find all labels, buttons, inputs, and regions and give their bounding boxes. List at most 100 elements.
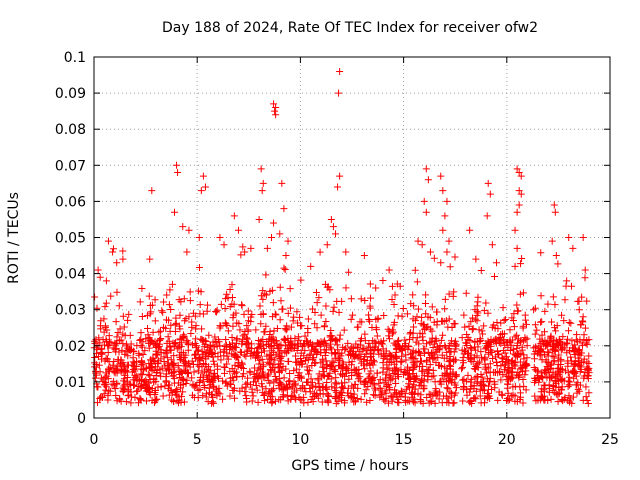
data-point: [127, 340, 135, 348]
data-point: [394, 395, 402, 403]
data-point: [565, 327, 573, 335]
data-point: [119, 312, 127, 320]
data-point: [137, 396, 145, 404]
data-point: [151, 399, 159, 407]
data-point: [469, 325, 477, 333]
data-point: [297, 372, 305, 380]
data-point: [405, 380, 413, 388]
data-point: [258, 355, 266, 363]
data-point: [229, 344, 237, 352]
data-point: [206, 341, 214, 349]
data-point: [406, 375, 414, 383]
data-point: [414, 389, 422, 397]
data-point: [549, 293, 557, 301]
data-point: [176, 311, 184, 319]
data-point: [433, 308, 441, 316]
data-point: [91, 337, 99, 345]
data-point: [231, 369, 239, 377]
data-point: [312, 289, 320, 297]
data-point: [379, 359, 387, 367]
data-point: [267, 388, 275, 396]
data-point: [119, 388, 127, 396]
data-point: [467, 397, 475, 405]
data-point: [465, 349, 473, 357]
data-point: [559, 397, 567, 405]
data-point: [160, 298, 168, 306]
data-point: [97, 374, 105, 382]
data-point: [362, 386, 370, 394]
data-point: [131, 374, 139, 382]
data-point: [232, 309, 240, 317]
data-point: [347, 295, 355, 303]
data-point: [584, 400, 592, 408]
data-point: [180, 295, 188, 303]
data-point: [550, 383, 558, 391]
data-point: [583, 297, 591, 305]
data-point: [159, 323, 167, 331]
data-point: [146, 336, 154, 344]
data-point: [137, 329, 145, 337]
data-point: [230, 386, 238, 394]
data-point: [338, 349, 346, 357]
data-point: [268, 354, 276, 362]
data-point: [280, 264, 288, 272]
data-point: [322, 384, 330, 392]
data-point: [291, 334, 299, 342]
data-point: [422, 299, 430, 307]
data-point: [359, 346, 367, 354]
data-point: [297, 385, 305, 393]
data-point: [213, 385, 221, 393]
data-point: [205, 389, 213, 397]
data-point: [439, 331, 447, 339]
data-point: [143, 397, 150, 405]
data-point: [205, 349, 213, 357]
data-point: [491, 384, 499, 392]
data-point: [257, 165, 265, 173]
data-point: [281, 336, 289, 344]
data-point: [471, 394, 479, 402]
data-point: [443, 348, 451, 356]
data-point: [132, 363, 140, 371]
data-point: [422, 358, 430, 366]
data-point: [136, 383, 144, 391]
data-point: [537, 392, 545, 400]
data-point: [273, 340, 281, 348]
data-point: [297, 276, 305, 284]
data-point: [342, 284, 350, 292]
data-point: [120, 361, 128, 369]
data-point: [247, 349, 255, 357]
data-point: [572, 336, 580, 344]
data-point: [492, 335, 500, 343]
data-point: [123, 368, 131, 376]
data-point: [281, 325, 289, 333]
data-point: [231, 394, 239, 402]
data-point: [429, 344, 437, 352]
data-point: [243, 322, 251, 330]
data-point: [373, 332, 381, 340]
data-point: [406, 366, 414, 374]
data-point: [130, 365, 138, 373]
data-point: [180, 332, 188, 340]
data-point: [181, 359, 189, 367]
data-point: [441, 212, 449, 220]
data-point: [322, 302, 330, 310]
data-point: [583, 363, 591, 371]
data-point: [386, 351, 394, 359]
data-point: [277, 297, 285, 305]
data-point: [426, 248, 434, 256]
data-point: [248, 310, 256, 318]
data-point: [223, 382, 231, 390]
data-point: [415, 363, 423, 371]
data-point: [168, 396, 176, 404]
data-point: [162, 370, 170, 378]
data-point: [361, 330, 369, 338]
data-point: [402, 398, 410, 406]
data-point: [507, 359, 515, 367]
data-point: [446, 263, 454, 271]
data-point: [255, 336, 263, 344]
data-point: [292, 352, 300, 360]
data-point: [540, 350, 548, 358]
data-point: [331, 379, 339, 387]
data-point: [458, 365, 466, 373]
data-point: [307, 262, 315, 270]
